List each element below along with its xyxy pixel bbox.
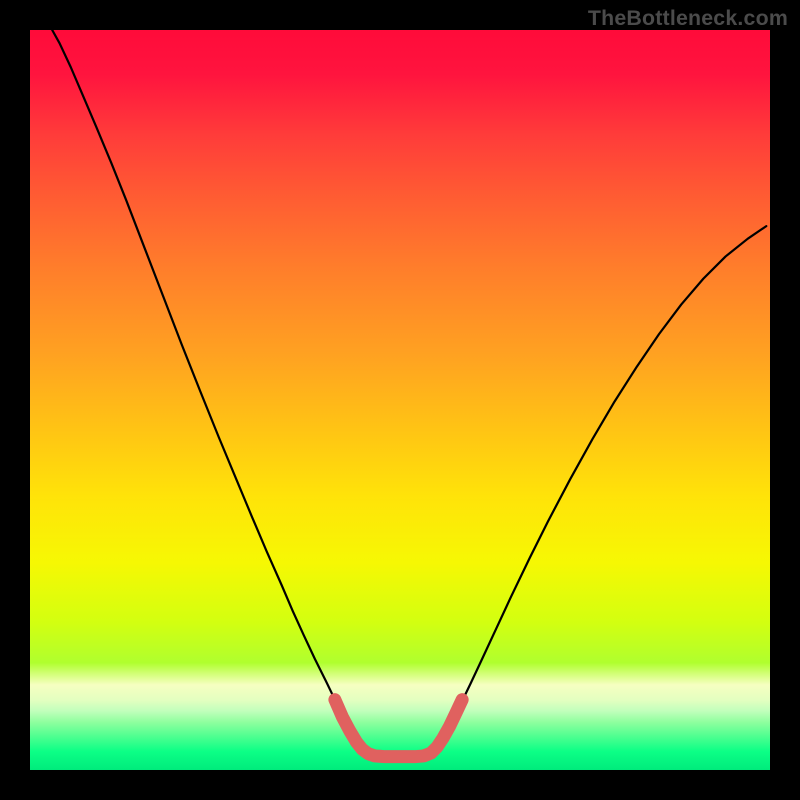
chart-svg [0, 0, 800, 800]
chart-stage: TheBottleneck.com [0, 0, 800, 800]
plot-area [30, 30, 770, 770]
watermark-text: TheBottleneck.com [588, 6, 788, 31]
